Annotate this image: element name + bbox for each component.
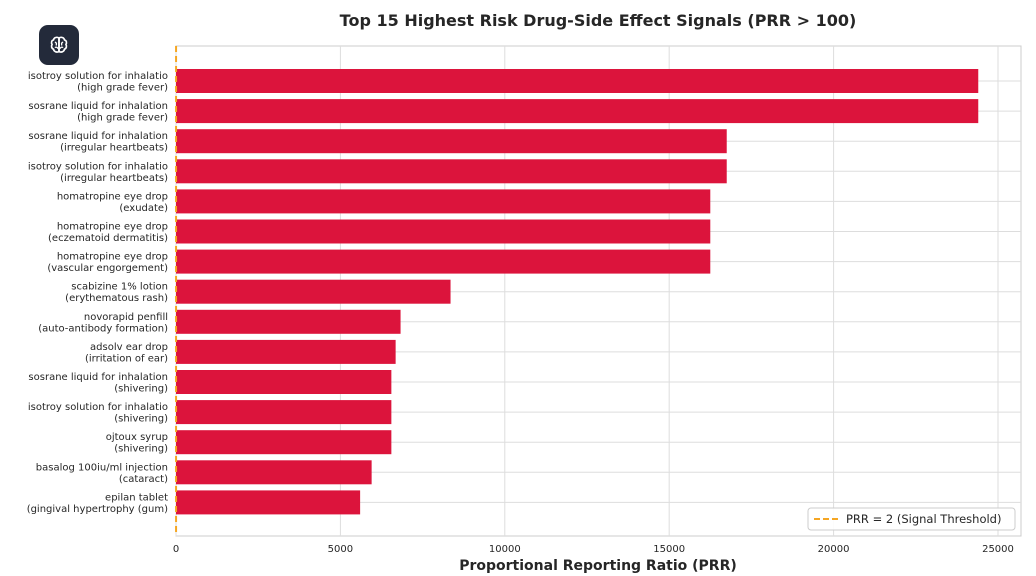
plot-area: 0 5000 10000 15000 20000 25000 isotroy solutio…: [27, 45, 1022, 555]
y-tick-label: adsolv ear drop: [90, 342, 168, 353]
bar[interactable]: [176, 69, 979, 93]
y-tick-label: isotroy solution for inhalatio: [28, 71, 168, 82]
x-tick-label: 20000: [818, 544, 850, 555]
bar[interactable]: [176, 219, 711, 244]
y-tick-label: homatropine eye drop: [57, 252, 168, 263]
y-tick-label: (irregular heartbeats): [60, 173, 168, 184]
y-tick-label: (high grade fever): [77, 113, 168, 124]
bar[interactable]: [176, 400, 392, 425]
x-tick-label: 0: [173, 544, 179, 555]
y-tick-label: (shivering): [114, 444, 168, 455]
y-tick-label: sosrane liquid for inhalation: [28, 372, 168, 383]
y-tick-label: homatropine eye drop: [57, 191, 168, 202]
y-tick-label: scabizine 1% lotion: [71, 282, 168, 293]
x-tick-label: 15000: [653, 544, 685, 555]
y-tick-label: novorapid penfill: [84, 312, 168, 323]
x-axis-label: Proportional Reporting Ratio (PRR): [459, 558, 737, 574]
y-tick-label: (vascular engorgement): [47, 263, 168, 274]
legend-box: [807, 507, 1016, 531]
y-tick-label: (erythematous rash): [65, 293, 168, 304]
legend-label: PRR = 2 (Signal Threshold): [846, 512, 1001, 526]
y-tick-label: (eczematoid dermatitis): [48, 233, 168, 244]
bar[interactable]: [176, 99, 979, 124]
x-tick-label: 5000: [328, 544, 353, 555]
bar[interactable]: [176, 129, 727, 154]
y-tick-label: isotroy solution for inhalatio: [28, 402, 168, 413]
bar[interactable]: [176, 309, 401, 334]
y-tick-label: isotroy solution for inhalatio: [28, 161, 168, 172]
bar[interactable]: [176, 490, 361, 515]
y-tick-label: (exudate): [119, 203, 168, 214]
y-tick-label: homatropine eye drop: [57, 222, 168, 233]
y-tick-label: basalog 100iu/ml injection: [36, 462, 168, 473]
y-tick-label: (cataract): [119, 474, 168, 485]
bar[interactable]: [176, 279, 451, 304]
x-tick-label: 10000: [489, 544, 521, 555]
y-tick-label: sosrane liquid for inhalation: [28, 131, 168, 142]
app-logo[interactable]: [39, 25, 79, 65]
brain-icon: [50, 36, 68, 53]
y-tick-label: (irritation of ear): [85, 353, 168, 364]
y-tick-label: epilan tablet: [105, 492, 168, 503]
y-tick-label: (shivering): [114, 384, 168, 395]
bar[interactable]: [176, 189, 711, 214]
y-tick-label: (high grade fever): [77, 83, 168, 94]
bar[interactable]: [176, 249, 711, 274]
y-tick-label: (auto-antibody formation): [38, 323, 168, 334]
bar[interactable]: [176, 430, 392, 455]
y-tick-label: (irregular heartbeats): [60, 143, 168, 154]
bar[interactable]: [176, 339, 396, 364]
bar[interactable]: [176, 460, 372, 485]
y-tick-label: ojtoux syrup: [106, 432, 168, 443]
x-tick-label: 25000: [982, 544, 1014, 555]
y-tick-label: sosrane liquid for inhalation: [28, 101, 168, 112]
bar[interactable]: [176, 370, 392, 394]
bar[interactable]: [176, 159, 727, 184]
y-tick-label: (shivering): [114, 414, 168, 425]
chart-title: Top 15 Highest Risk Drug-Side Effect Sig…: [340, 11, 857, 30]
y-tick-label: (gingival hypertrophy (gum): [27, 504, 168, 515]
